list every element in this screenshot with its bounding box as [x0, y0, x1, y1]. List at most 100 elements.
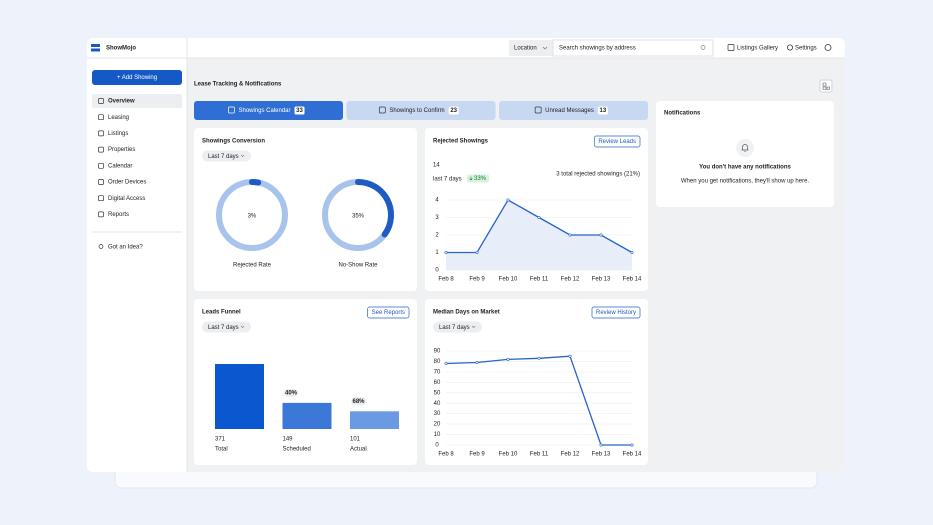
y-tick-label: 60	[434, 380, 441, 386]
y-tick-label: 70	[434, 369, 441, 375]
notifications-title: Notifications	[664, 111, 701, 117]
gauge-label: No-Show Rate	[338, 263, 378, 269]
filter-label: Last 7 days	[439, 325, 470, 331]
filter-select[interactable]	[202, 150, 251, 162]
bar-value: 371	[215, 437, 226, 443]
nav-item[interactable]: Leasing	[108, 115, 129, 121]
bell-bg	[736, 139, 754, 157]
filter-select[interactable]	[202, 321, 251, 333]
top-link[interactable]: Settings	[795, 46, 817, 52]
nav-icon	[98, 146, 104, 153]
location-select[interactable]	[509, 40, 553, 56]
bar-label: Scheduled	[283, 447, 311, 453]
y-tick-label: 20	[434, 422, 441, 428]
filter-select[interactable]	[433, 321, 482, 333]
nav-icon	[98, 114, 104, 121]
button-label: Review Leads	[598, 139, 636, 145]
chevron	[240, 154, 245, 158]
logo[interactable]: ShowMojo	[91, 44, 136, 52]
top-link[interactable]: Listings Gallery	[737, 46, 778, 52]
gauge-label: Rejected Rate	[233, 263, 272, 269]
bar	[215, 364, 264, 429]
point	[444, 362, 448, 366]
tab-label: Showings to Confirm	[389, 108, 444, 114]
point	[475, 360, 479, 364]
x-tick-label: Feb 12	[561, 452, 580, 458]
tab-count-bg	[597, 106, 608, 115]
point	[630, 251, 634, 255]
tab[interactable]	[346, 101, 496, 120]
y-tick-label: 80	[434, 359, 441, 365]
nav-item[interactable]: Properties	[108, 147, 135, 153]
point	[568, 233, 572, 237]
search-icon	[700, 45, 706, 50]
point	[444, 251, 448, 255]
charts: Showings Conversion Last 7 days 3% Rejected…	[194, 128, 648, 465]
page-title: Lease Tracking & Notifications	[194, 82, 282, 88]
filter-label: Last 7 days	[208, 325, 239, 331]
action-button[interactable]	[591, 306, 641, 319]
nav-item[interactable]: Calendar	[108, 163, 132, 169]
x-tick-label: Feb 13	[592, 452, 611, 458]
search-placeholder: Search showings by address	[559, 46, 636, 52]
nav-item[interactable]: Digital Access	[108, 196, 145, 202]
button-label: See Reports	[372, 310, 405, 316]
point	[506, 357, 510, 361]
total-label: last 7 days	[433, 177, 462, 183]
rate-label: 40%	[285, 390, 298, 396]
nav-icon	[98, 195, 104, 202]
tabs: Showings Calendar 33 Showings to Confirm 23…	[194, 101, 648, 120]
tab[interactable]	[499, 101, 648, 120]
add-showing-button[interactable]	[92, 70, 182, 85]
rate-label: 68%	[352, 399, 365, 405]
bar-value: 101	[350, 437, 361, 443]
idea-link[interactable]: Got an Idea?	[108, 245, 143, 251]
x-tick-label: Feb 12	[561, 277, 580, 283]
layout-icon	[822, 82, 830, 90]
point	[599, 233, 603, 237]
x-tick-label: Feb 8	[438, 452, 454, 458]
action-button[interactable]	[367, 306, 410, 319]
tab-count-bg	[294, 106, 305, 115]
chevron	[240, 325, 245, 329]
bar-value: 149	[283, 437, 294, 443]
gauge-value: 3%	[248, 214, 257, 220]
x-tick-label: Feb 9	[469, 452, 485, 458]
action-button[interactable]	[593, 135, 641, 148]
x-tick-label: Feb 14	[623, 277, 642, 283]
button-label: + Add Showing	[117, 75, 157, 81]
x-tick-label: Feb 11	[530, 277, 549, 283]
y-tick-label: 50	[434, 390, 441, 396]
empty-text: When you get notifications, they'll show…	[681, 179, 810, 185]
gallery-icon	[727, 44, 735, 51]
nav-icon	[98, 130, 104, 137]
tab[interactable]	[194, 101, 343, 120]
tab-icon	[378, 106, 386, 114]
y-tick-label: 30	[434, 411, 441, 417]
y-tick-label: 10	[434, 432, 441, 438]
x-tick-label: Feb 11	[530, 452, 549, 458]
tab-count: 13	[600, 108, 607, 114]
y-tick-label: 2	[435, 233, 439, 239]
gauge-arc	[249, 179, 262, 186]
nav-icon	[98, 162, 104, 169]
nav-item[interactable]: Reports	[108, 212, 129, 218]
point	[568, 354, 572, 358]
help-icon[interactable]	[824, 44, 832, 51]
point	[599, 443, 603, 447]
chevron	[542, 46, 548, 50]
logo-icon	[91, 44, 100, 52]
chart-title: Showings Conversion	[202, 139, 265, 145]
nav-icon	[98, 179, 104, 185]
y-tick-label: 4	[435, 198, 439, 204]
bell-icon	[741, 144, 749, 152]
y-tick-label: 0	[435, 268, 439, 274]
nav-item[interactable]: Listings	[108, 131, 128, 137]
search-input[interactable]	[552, 39, 714, 57]
nav-item[interactable]: Order Devices	[108, 180, 146, 186]
change-badge	[467, 174, 489, 183]
card	[425, 299, 648, 465]
nav-item[interactable]: Overview	[108, 99, 135, 105]
